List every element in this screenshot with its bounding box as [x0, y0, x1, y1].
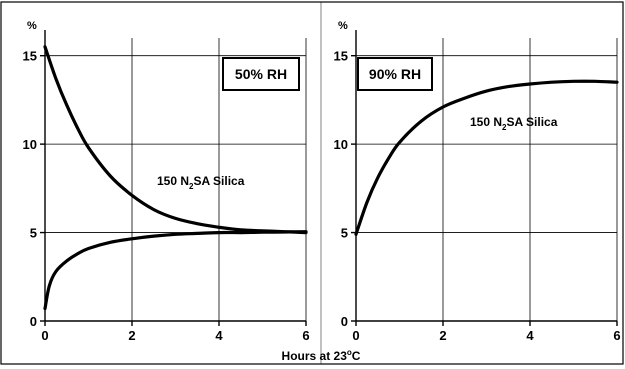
x-tick-label: 0	[352, 328, 359, 343]
y-tick-label: 10	[23, 137, 37, 152]
series-line-1	[43, 230, 308, 311]
y-unit-label: %	[27, 20, 37, 32]
y-tick-label: 5	[341, 226, 348, 241]
x-axis-label: Hours at 23oC	[282, 348, 361, 363]
y-tick-label: 15	[23, 49, 37, 64]
y-tick-label: 15	[334, 49, 348, 64]
series-line-0	[354, 79, 619, 236]
x-tick-label: 2	[128, 328, 135, 343]
material-annotation: 150 N2SA Silica	[157, 174, 245, 191]
panel-50rh: 0 2 4 6 0 5 10 15% 50% RH 150 N2SA Silica	[23, 20, 310, 343]
panel-90rh: 0 2 4 6 0 5 10 15% 90% RH 150 N2SA Silica	[334, 20, 621, 343]
x-tick-label: 6	[613, 328, 620, 343]
y-tick-label: 0	[30, 314, 37, 329]
rh-badge-box	[357, 57, 433, 91]
rh-badge-label: 90% RH	[369, 66, 421, 82]
material-annotation: 150 N2SA Silica	[470, 115, 558, 132]
series-line-0	[43, 45, 308, 235]
x-tick-label: 4	[215, 328, 223, 343]
y-unit-label: %	[338, 20, 348, 32]
y-tick-label: 0	[341, 314, 348, 329]
x-tick-label: 0	[41, 328, 48, 343]
y-tick-label: 5	[30, 226, 37, 241]
y-tick-label: 10	[334, 137, 348, 152]
rh-badge-label: 50% RH	[235, 66, 287, 82]
x-tick-label: 4	[526, 328, 534, 343]
rh-badge-box	[222, 57, 300, 91]
x-tick-label: 6	[302, 328, 309, 343]
x-tick-label: 2	[439, 328, 446, 343]
